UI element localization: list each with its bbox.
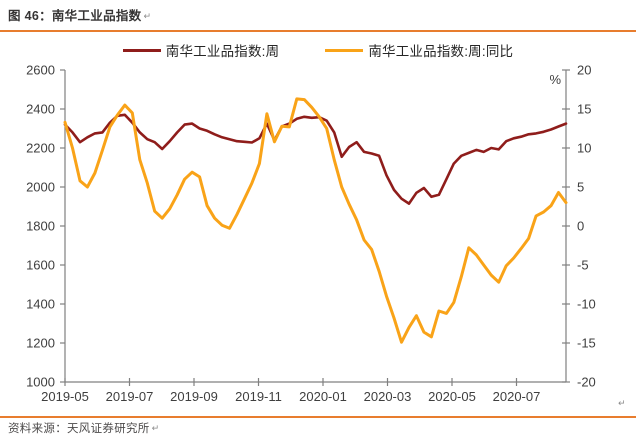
- left-axis-label: 1200: [26, 336, 55, 351]
- chart-legend: 南华工业品指数:周 南华工业品指数:周:同比: [0, 38, 636, 62]
- right-axis-label: 5: [577, 180, 584, 195]
- legend-line-swatch: [122, 48, 161, 52]
- figure-title: 图 46：南华工业品指数: [8, 9, 142, 23]
- legend-line-swatch: [325, 48, 364, 52]
- left-axis-label: 1800: [26, 219, 55, 234]
- left-axis-label: 2000: [26, 180, 55, 195]
- left-axis-label: 1000: [26, 375, 55, 390]
- series-line-0: [63, 113, 568, 205]
- footer-divider: [0, 416, 636, 418]
- left-axis-label: 2600: [26, 63, 55, 78]
- left-axis-label: 1600: [26, 258, 55, 273]
- x-axis-label: 2019-09: [170, 389, 218, 404]
- title-divider: [0, 30, 636, 32]
- return-mark-icon: ↵: [618, 398, 626, 408]
- legend-label: 南华工业品指数:周:同比: [368, 44, 514, 59]
- right-axis-label: 20: [577, 63, 591, 78]
- x-axis-label: 2020-07: [493, 389, 541, 404]
- x-axis-label: 2020-03: [364, 389, 412, 404]
- legend-label: 南华工业品指数:周: [165, 44, 280, 59]
- right-axis-label: -20: [577, 375, 596, 390]
- return-mark-icon: ↵: [143, 11, 152, 21]
- x-axis-label: 2020-01: [299, 389, 347, 404]
- x-axis-label: 2019-05: [41, 389, 89, 404]
- x-axis-label: 2020-05: [428, 389, 476, 404]
- left-axis-label: 2200: [26, 141, 55, 156]
- right-axis-label: 0: [577, 219, 584, 234]
- left-axis-label: 1400: [26, 297, 55, 312]
- legend-item-0: 南华工业品指数:周: [122, 40, 280, 60]
- x-axis-label: 2019-11: [235, 389, 282, 404]
- right-axis-label: -15: [577, 336, 596, 351]
- left-axis-label: 2400: [26, 102, 55, 117]
- right-axis-label: -5: [577, 258, 589, 273]
- legend-item-1: 南华工业品指数:周:同比: [325, 40, 513, 60]
- right-axis-label: 10: [577, 141, 591, 156]
- return-mark-icon: ↵: [151, 423, 160, 433]
- right-axis-unit: %: [549, 72, 561, 87]
- line-chart: 1000 1200 1400 1600 1800 2000 2200 2400 2600 -20 -…: [26, 63, 596, 405]
- right-axis-label: 15: [577, 102, 591, 117]
- series-line-1: [63, 97, 568, 344]
- source-text: 资料来源：天风证券研究所: [8, 423, 150, 435]
- source-row: 资料来源：天风证券研究所 ↵: [8, 420, 159, 436]
- x-axis-label: 2019-07: [106, 389, 154, 404]
- right-axis-label: -10: [577, 297, 596, 312]
- figure-title-row: 图 46：南华工业品指数 ↵: [8, 6, 151, 26]
